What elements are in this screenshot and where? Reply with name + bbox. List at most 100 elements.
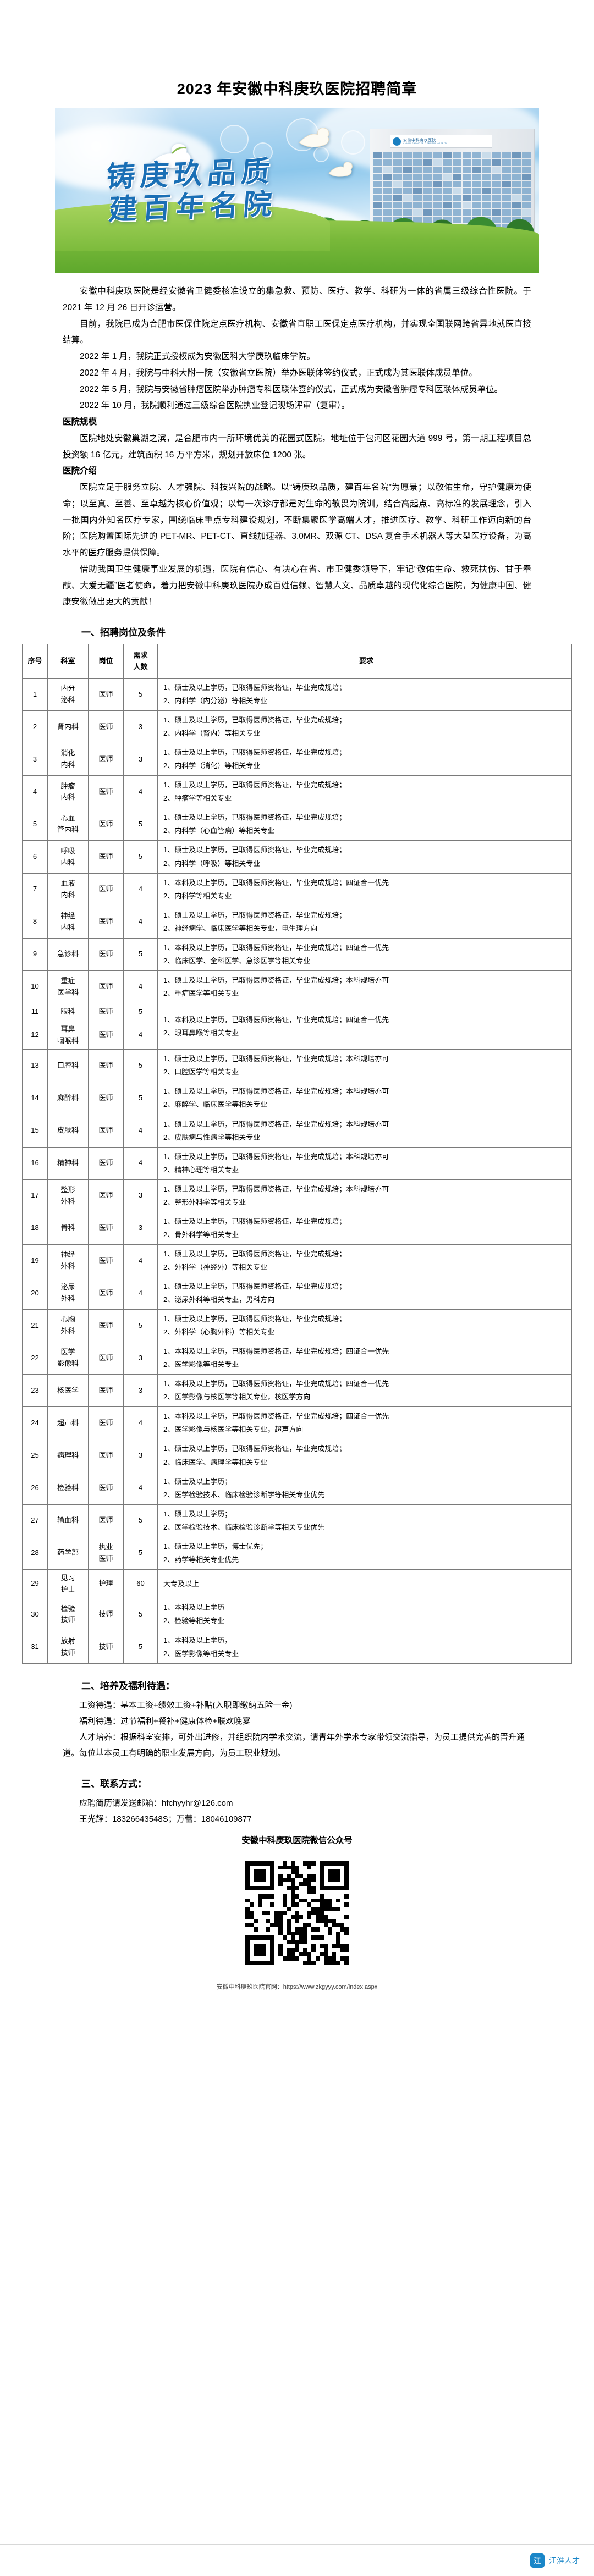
qr-module: [274, 1902, 279, 1907]
qr-module: [311, 1898, 316, 1903]
building-window: [453, 174, 461, 180]
qr-module: [257, 1878, 262, 1882]
cell-dept: 放射 技师: [47, 1630, 89, 1664]
building-window: [512, 152, 521, 158]
scale-paragraph: 医院地处安徽巢湖之滨，是合肥市内一所环境优美的花园式医院，地址位于包河区花园大道…: [63, 433, 531, 460]
qr-module: [344, 1960, 349, 1965]
qr-module: [245, 1894, 250, 1899]
qr-module: [287, 1927, 291, 1932]
qr-module: [295, 1935, 299, 1940]
building-window: [463, 188, 471, 194]
qr-module: [290, 1902, 295, 1907]
qr-module: [307, 1907, 312, 1911]
building-window: [482, 159, 491, 166]
cell-dept: 医学 影像科: [47, 1342, 89, 1375]
building-window: [463, 181, 471, 187]
qr-module: [320, 1952, 324, 1957]
qr-module: [291, 1961, 295, 1965]
table-row: 30 检验 技师 技师 5 1、本科及以上学历 2、检验等相关专业: [22, 1598, 572, 1631]
qr-module: [299, 1898, 304, 1903]
table-row: 25 病理科 医师 3 1、硕士及以上学历，已取得医师资格证，毕业完成规培； 2、临床医学…: [22, 1439, 572, 1472]
cell-num: 5: [123, 1536, 158, 1570]
qr-module: [316, 1944, 320, 1949]
qr-module: [344, 1899, 349, 1903]
qr-module: [287, 1961, 291, 1965]
intro-paragraph-4: 2022 年 4 月，我院与中科大附一院（安徽省立医院）举办医联体签约仪式，正式…: [80, 368, 477, 378]
qr-module: [307, 1935, 312, 1940]
qr-module: [303, 1878, 307, 1882]
cell-post: 医师: [88, 1211, 124, 1245]
qr-module: [340, 1927, 345, 1932]
table-row: 15 皮肤科 医师 4 1、硕士及以上学历，已取得医师资格证，毕业完成规培；本科规培亦可…: [22, 1114, 572, 1148]
qr-module: [254, 1902, 258, 1907]
cell-post: 医师: [88, 1244, 124, 1277]
qr-module: [340, 1932, 345, 1936]
requirement-line: 2、内科学（消化）等相关专业: [163, 762, 261, 770]
cell-dept: 麻醉科: [47, 1082, 89, 1115]
cell-no: 25: [22, 1439, 48, 1472]
requirement-line: 1、硕士及以上学历，已取得医师资格证，毕业完成规培；本科规培亦可: [163, 975, 389, 984]
header-dept: 科室: [47, 644, 89, 679]
qr-module: [295, 1939, 299, 1944]
qr-module: [315, 1927, 320, 1932]
qr-module: [266, 1874, 271, 1878]
qr-module: [270, 1927, 274, 1932]
qr-module: [250, 1899, 254, 1903]
qr-module: [344, 1956, 349, 1961]
cell-no: 15: [22, 1114, 48, 1148]
qr-module: [287, 1956, 291, 1961]
cell-no: 19: [22, 1244, 48, 1277]
qr-module: [323, 1902, 328, 1907]
qr-module: [245, 1865, 250, 1870]
qr-module: [287, 1865, 291, 1870]
qr-module: [262, 1886, 266, 1890]
building-window: [472, 181, 481, 187]
qr-module: [257, 1935, 262, 1940]
qr-module: [266, 1878, 271, 1882]
qr-module: [328, 1915, 332, 1919]
qr-module: [315, 1906, 320, 1911]
qr-module: [299, 1961, 304, 1965]
qr-module: [266, 1932, 271, 1936]
qr-module: [283, 1940, 287, 1944]
qr-module: [287, 1935, 291, 1940]
requirement-line: 2、骨外科学等相关专业: [163, 1230, 239, 1239]
qr-module: [270, 1882, 274, 1887]
cell-no: 6: [22, 840, 48, 874]
table-row: 12 耳鼻 咽喉科 医师 4: [22, 1020, 572, 1050]
qr-module: [324, 1869, 328, 1874]
building-window: [383, 181, 392, 187]
building-sign-subtext: ANHUI ZHONGKE GENGJIU HOSPITAL: [403, 142, 449, 145]
qr-module: [283, 1952, 287, 1957]
qr-module: [320, 1927, 324, 1932]
qr-module: [249, 1886, 254, 1890]
requirement-line: 2、内科学等相关专业: [163, 891, 232, 900]
requirement-line: 1、本科及以上学历，已取得医师资格证，毕业完成规培；四证合一优先: [163, 1347, 389, 1356]
brand-name: 江淮人才: [549, 2556, 580, 2565]
qr-module: [254, 1948, 258, 1952]
header-num: 需求 人数: [123, 644, 158, 679]
building-window: [472, 188, 481, 194]
building-window: [482, 181, 491, 187]
dove-icon: [297, 125, 331, 151]
qr-module: [245, 1948, 250, 1952]
building-window: [522, 188, 531, 194]
building-window: [443, 159, 452, 166]
qr-module: [270, 1865, 274, 1870]
qr-module: [266, 1894, 271, 1899]
cell-num: 4: [123, 905, 158, 939]
building-window: [443, 195, 452, 201]
qr-module: [266, 1944, 271, 1949]
building-window: [423, 181, 432, 187]
building-window: [522, 181, 531, 187]
banner-image: 安徽中科庚玖医院 ANHUI ZHONGKE GENGJIU HOSPITAL …: [55, 108, 539, 273]
building-window: [463, 167, 471, 173]
qr-module: [332, 1869, 337, 1874]
qr-module: [290, 1948, 295, 1952]
cell-num: 4: [123, 1114, 158, 1148]
qr-module: [344, 1861, 349, 1866]
qr-module: [324, 1927, 328, 1932]
qr-module: [303, 1952, 307, 1957]
qr-module: [250, 1919, 254, 1923]
qr-module: [336, 1956, 340, 1961]
